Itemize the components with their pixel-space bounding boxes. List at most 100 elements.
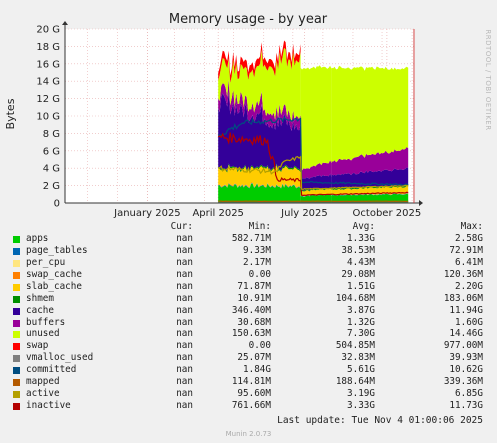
- x-tick-label: October 2025: [353, 208, 422, 219]
- legend-swatch: [13, 319, 20, 327]
- tick-labels: 0 2 G 4 G 6 G 8 G 10 G 12 G 14 G 16 G 18 G 20 G Jan…: [36, 25, 421, 220]
- legend-swatch: [13, 355, 20, 363]
- legend-row-committed: committed nan 1.84G 5.61G 10.62G: [0, 364, 497, 376]
- area-slab_cache: [218, 164, 301, 188]
- legend-min: 71.87M: [237, 280, 271, 292]
- header-min: Min:: [248, 221, 271, 232]
- legend-avg: 188.64M: [335, 376, 375, 388]
- legend-name: cache: [26, 304, 54, 316]
- legend-swatch: [13, 236, 20, 243]
- legend-header: Cur: Min: Avg: Max:: [0, 221, 497, 233]
- legend-cur: nan: [176, 388, 193, 400]
- area-swap: [218, 40, 301, 83]
- legend-swatch: [13, 391, 20, 399]
- legend-row-apps: apps nan 582.71M 1.33G 2.58G: [0, 233, 497, 245]
- legend-name: swap: [26, 340, 49, 352]
- area-buffers: [331, 147, 409, 176]
- legend-name: shmem: [26, 292, 54, 304]
- legend-name: slab_cache: [26, 280, 82, 292]
- legend-avg: 1.32G: [347, 316, 375, 328]
- legend-max: 10.62G: [449, 364, 483, 376]
- chart-title: Memory usage - by year: [169, 12, 328, 27]
- legend-max: 120.36M: [443, 268, 483, 280]
- legend-cur: nan: [176, 244, 193, 256]
- y-tick-label: 2 G: [43, 181, 60, 192]
- y-tick-label: 14 G: [36, 77, 60, 88]
- legend-avg: 3.87G: [347, 304, 375, 316]
- legend-cur: nan: [176, 376, 193, 388]
- legend-row-page_tables: page_tables nan 9.33M 38.53M 72.91M: [0, 245, 497, 257]
- legend-max: 977.00M: [443, 340, 483, 352]
- legend-avg: 1.33G: [347, 233, 375, 244]
- legend-max: 1.60G: [455, 316, 483, 328]
- x-tick-label: April 2025: [192, 208, 243, 219]
- header-avg: Avg:: [352, 221, 375, 232]
- legend-name: per_cpu: [26, 256, 66, 268]
- legend-name: vmalloc_used: [26, 352, 94, 364]
- legend-name: unused: [26, 328, 60, 340]
- legend-swatch: [13, 307, 20, 315]
- legend-max: 339.36M: [443, 376, 483, 388]
- memory-chart: Memory usage - by year Bytes RRDTOOL / T…: [4, 12, 492, 220]
- legend-max: 6.85G: [455, 388, 483, 400]
- legend-avg: 4.43M: [347, 256, 375, 268]
- legend-row-mapped: mapped nan 114.81M 188.64M 339.36M: [0, 376, 497, 388]
- legend-avg: 104.68M: [335, 292, 375, 304]
- y-tick-label: 20 G: [36, 25, 60, 36]
- legend-min: 582.71M: [231, 233, 271, 244]
- area-buffers: [218, 79, 301, 131]
- area-apps: [218, 183, 301, 203]
- legend-cur: nan: [176, 352, 193, 364]
- y-tick-label: 10 G: [36, 112, 60, 123]
- y-tick-label: 8 G: [43, 129, 60, 140]
- x-tick-label: January 2025: [113, 208, 181, 219]
- legend-max: 39.93M: [449, 352, 483, 364]
- legend-name: apps: [26, 233, 49, 244]
- legend-min: 114.81M: [231, 376, 271, 388]
- area-shmem: [218, 163, 301, 173]
- area-buffers: [300, 160, 332, 179]
- y-tick-label: 4 G: [43, 164, 60, 175]
- legend-name: inactive: [26, 400, 71, 411]
- legend-avg: 3.33G: [347, 400, 375, 411]
- legend-cur: nan: [176, 304, 193, 316]
- legend-swatch: [13, 379, 20, 387]
- legend-max: 2.20G: [455, 280, 483, 292]
- legend-row-per_cpu: per_cpu nan 2.17M 4.43M 6.41M: [0, 257, 497, 269]
- legend-name: mapped: [26, 376, 60, 388]
- line-inactive: [217, 132, 409, 197]
- legend-cur: nan: [176, 292, 193, 304]
- legend-swatch: [13, 247, 20, 255]
- area-unused: [218, 47, 301, 123]
- legend-max: 72.91M: [449, 244, 483, 256]
- legend-cur: nan: [176, 340, 193, 352]
- legend-min: 95.60M: [237, 388, 271, 400]
- legend-cur: nan: [176, 364, 193, 376]
- legend-swatch: [13, 295, 20, 303]
- legend-min: 25.07M: [237, 352, 271, 364]
- legend-row-unused: unused nan 150.63M 7.30G 14.46G: [0, 328, 497, 340]
- legend-max: 6.41M: [455, 256, 483, 268]
- legend-name: swap_cache: [26, 268, 82, 280]
- munin-version: Munin 2.0.73: [225, 430, 272, 438]
- area-swap_cache: [218, 182, 301, 189]
- legend-row-swap: swap nan 0.00 504.85M 977.00M: [0, 340, 497, 352]
- area-per_cpu: [218, 183, 301, 189]
- legend-name: committed: [26, 364, 77, 376]
- legend-row-inactive: inactive nan 761.66M 3.33G 11.73G: [0, 400, 497, 412]
- legend-cur: nan: [176, 256, 193, 268]
- header-max: Max:: [460, 221, 483, 232]
- y-tick-label: 18 G: [36, 42, 60, 53]
- legend-min: 150.63M: [231, 328, 271, 340]
- area-shmem: [300, 187, 332, 192]
- legend-min: 1.84G: [243, 364, 271, 376]
- legend-row-shmem: shmem nan 10.91M 104.68M 183.06M: [0, 293, 497, 305]
- area-unused: [331, 65, 409, 163]
- area-page_tables: [218, 183, 301, 189]
- area-cache: [218, 92, 301, 172]
- legend-cur: nan: [176, 233, 193, 244]
- line-committed: [218, 116, 409, 186]
- line-active: [218, 155, 409, 191]
- legend-cur: nan: [176, 280, 193, 292]
- legend-avg: 504.85M: [335, 340, 375, 352]
